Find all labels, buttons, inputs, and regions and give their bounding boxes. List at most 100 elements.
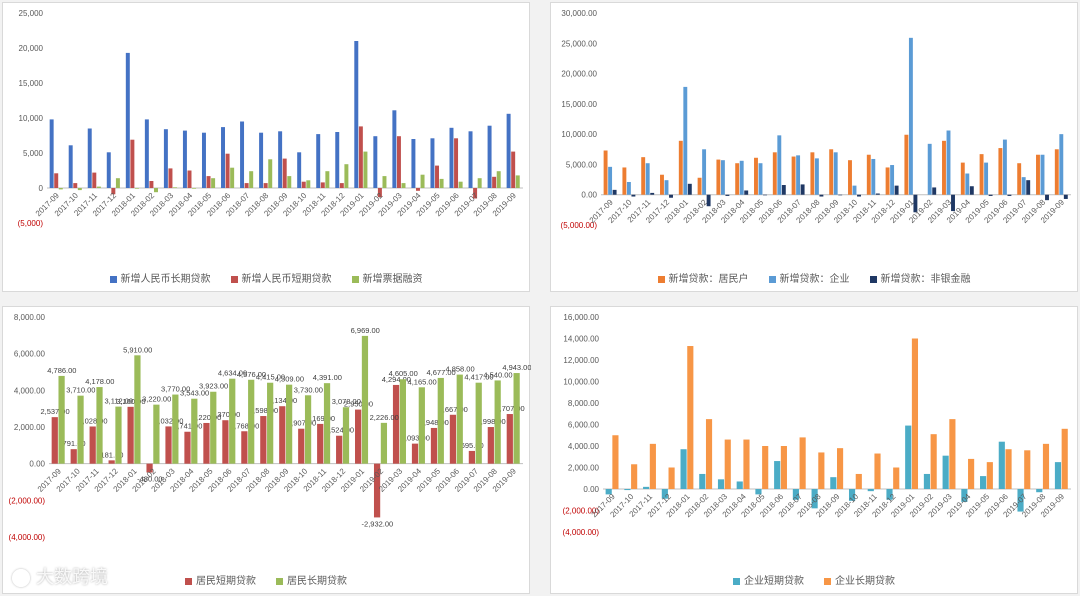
legend-swatch [185, 577, 192, 585]
bar [286, 384, 293, 464]
bar [191, 398, 198, 464]
bar [683, 86, 688, 195]
data-label: 181.00 [100, 450, 123, 459]
bar [649, 443, 656, 489]
y-tick-label: 6,000.00 [14, 350, 46, 359]
chart-panel-1: (5,000) 0 5,000 10,000 15,000 20,000 25,000 201… [2, 2, 530, 292]
data-label: 4,165.00 [408, 377, 437, 386]
legend-item: 新增贷款：非银金融 [869, 270, 971, 285]
bar [857, 194, 861, 197]
bar [506, 113, 511, 188]
bar [203, 422, 210, 464]
data-label: 4,178.00 [85, 377, 114, 386]
bar [706, 194, 711, 207]
watermark: 大数跨境 [12, 563, 108, 589]
bar [1007, 194, 1012, 196]
bar [605, 489, 612, 495]
bar [511, 151, 516, 188]
bar [998, 441, 1005, 489]
legend-swatch [351, 275, 359, 283]
bar [780, 446, 787, 489]
bar [1017, 489, 1024, 512]
bar [316, 134, 321, 188]
bar [819, 194, 824, 197]
bar [282, 158, 287, 188]
bar [908, 37, 913, 195]
y-tick-label: 30,000.00 [561, 9, 597, 18]
bar [796, 155, 801, 195]
bar [603, 150, 608, 195]
bar [927, 143, 932, 195]
bar [225, 153, 230, 188]
bar [754, 157, 758, 195]
chart-2-legend: 新增贷款：居民户 新增贷款：企业 新增贷款：非银金融 [551, 270, 1077, 285]
legend-label: 居民短期贷款 [196, 576, 256, 587]
y-tick-label: (4,000.00) [9, 533, 46, 542]
bar [210, 391, 217, 464]
bar [297, 152, 302, 188]
bar [829, 149, 834, 195]
bar [130, 139, 135, 188]
bar [716, 159, 721, 195]
bar [791, 156, 796, 195]
watermark-text: 大数跨境 [36, 567, 108, 588]
data-label: 1,524.00 [325, 426, 354, 435]
y-tick-label: 4,000.00 [568, 442, 600, 451]
bar [799, 437, 806, 489]
bar [339, 183, 344, 188]
y-tick-label: 5,000.00 [566, 160, 598, 169]
bar [240, 121, 245, 188]
legend-label: 企业短期贷款 [744, 576, 804, 587]
bar [905, 425, 912, 489]
legend-swatch [276, 577, 283, 585]
bar [263, 183, 268, 188]
bar [336, 435, 343, 464]
bar [1005, 449, 1012, 489]
bar [506, 414, 513, 464]
bar [1045, 194, 1049, 201]
bar [380, 422, 388, 464]
bar [241, 431, 248, 464]
bar [401, 183, 406, 188]
bar [304, 395, 312, 464]
bar [811, 489, 818, 509]
bar [1036, 489, 1043, 493]
y-tick-label: 25,000 [19, 9, 44, 18]
bar [763, 194, 767, 196]
bar [838, 194, 843, 196]
bar [894, 185, 899, 195]
bar [988, 194, 993, 196]
bar [87, 128, 92, 188]
legend-swatch [109, 275, 117, 283]
bar [867, 489, 874, 492]
bar [1042, 443, 1050, 489]
data-label: -480.00 [137, 474, 162, 483]
bar [781, 185, 786, 195]
bar [969, 186, 974, 195]
bar [739, 160, 744, 195]
bar [949, 419, 956, 489]
y-tick-label: 20,000 [19, 44, 44, 53]
bar [968, 458, 975, 489]
bar [456, 374, 463, 464]
bar [762, 446, 769, 489]
legend-label: 新增人民币短期贷款 [241, 274, 332, 285]
legend-item: 居民长期贷款 [276, 572, 347, 587]
bar [92, 172, 97, 188]
bar [699, 473, 706, 489]
data-label: 2,032.00 [154, 416, 183, 425]
bar [454, 138, 459, 188]
bar [1021, 177, 1026, 195]
bar [612, 189, 617, 195]
bar [758, 163, 763, 195]
bar [259, 132, 264, 188]
y-tick-label: 14,000.00 [563, 335, 599, 344]
data-label: 3,078.00 [332, 397, 361, 406]
y-tick-label: 6,000.00 [568, 421, 600, 430]
bar [874, 453, 881, 489]
bar [650, 192, 655, 195]
bar [363, 151, 368, 188]
bar [645, 163, 650, 195]
bar [108, 460, 115, 464]
y-tick-label: 5,000 [23, 149, 44, 158]
